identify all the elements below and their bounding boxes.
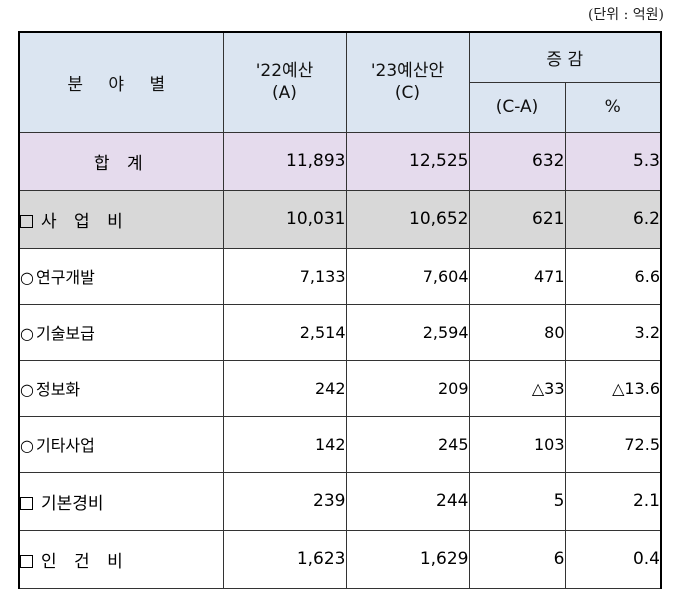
header-change-pct: % [564,81,662,133]
row-label: ○ 연구개발 [18,247,224,305]
cell-pct: 6.2 [564,189,662,249]
table-row: ○ 기타사업 142 245 103 72.5 [18,415,662,473]
ring-bullet-icon: ○ [20,380,34,399]
table-row-basic-expense: 기본경비 239 244 5 2.1 [18,471,662,531]
cell-2022: 239 [222,471,347,531]
cell-diff: 621 [468,189,566,249]
cell-2022: 10,031 [222,189,347,249]
cell-2022: 142 [222,415,347,473]
row-label: 기본경비 [18,471,224,531]
empty-square-icon [20,214,33,228]
ring-bullet-icon: ○ [20,324,34,343]
cell-2022: 2,514 [222,303,347,361]
header-2023-line2: (C) [394,83,421,104]
cell-2023: 245 [345,415,470,473]
cell-2022: 1,623 [222,529,347,589]
table-row: ○ 연구개발 7,133 7,604 471 6.6 [18,247,662,305]
header-2023: '23예산안 (C) [345,31,470,133]
cell-2022: 11,893 [222,131,347,191]
cell-diff: 5 [468,471,566,531]
ring-bullet-icon: ○ [20,268,34,287]
cell-pct: 3.2 [564,303,662,361]
cell-2023: 1,629 [345,529,470,589]
cell-2023: 2,594 [345,303,470,361]
table-row-total: 합 계 11,893 12,525 632 5.3 [18,131,662,191]
cell-pct: 5.3 [564,131,662,191]
header-2023-line1: '23예산안 [370,61,445,82]
empty-square-icon [20,554,33,568]
cell-2023: 7,604 [345,247,470,305]
cell-diff: 632 [468,131,566,191]
cell-diff: △33 [468,359,566,417]
cell-diff: 471 [468,247,566,305]
table-row-personnel: 인 건 비 1,623 1,629 6 0.4 [18,529,662,589]
cell-diff: 103 [468,415,566,473]
row-label: 인 건 비 [18,529,224,589]
header-2022-line2: (A) [272,83,297,104]
table-row-business: 사 업 비 10,031 10,652 621 6.2 [18,189,662,249]
cell-pct: 6.6 [564,247,662,305]
row-label: ○ 기타사업 [18,415,224,473]
ring-bullet-icon: ○ [20,436,34,455]
row-label: 합 계 [18,131,224,191]
header-change-amount: (C-A) [468,81,566,133]
budget-table: 분 야 별 '22예산 (A) '23예산안 (C) 증 감 (C-A) % 합… [18,31,662,589]
header-2022-line1: '22예산 [255,61,314,82]
header-change: 증 감 [468,31,662,83]
cell-diff: 80 [468,303,566,361]
cell-diff: 6 [468,529,566,589]
cell-2023: 244 [345,471,470,531]
cell-2023: 209 [345,359,470,417]
row-label: ○ 기술보급 [18,303,224,361]
cell-2022: 242 [222,359,347,417]
cell-2023: 10,652 [345,189,470,249]
unit-note: (단위 : 억원) [587,7,664,23]
header-2022: '22예산 (A) [222,31,347,133]
row-label: ○ 정보화 [18,359,224,417]
cell-pct: 0.4 [564,529,662,589]
cell-2022: 7,133 [222,247,347,305]
cell-2023: 12,525 [345,131,470,191]
table-row: ○ 정보화 242 209 △33 △13.6 [18,359,662,417]
table-row: ○ 기술보급 2,514 2,594 80 3.2 [18,303,662,361]
cell-pct: 2.1 [564,471,662,531]
header-field: 분 야 별 [18,31,224,133]
row-label: 사 업 비 [18,189,224,249]
cell-pct: △13.6 [564,359,662,417]
empty-square-icon [20,496,33,510]
cell-pct: 72.5 [564,415,662,473]
